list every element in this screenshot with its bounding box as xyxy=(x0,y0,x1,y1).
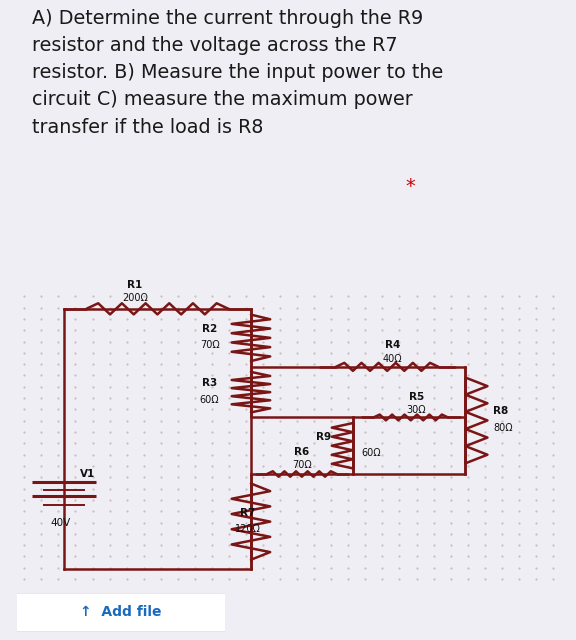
Text: R8: R8 xyxy=(493,406,508,417)
Text: 60Ω: 60Ω xyxy=(200,395,219,404)
Text: 30Ω: 30Ω xyxy=(407,404,426,415)
Text: R9: R9 xyxy=(316,432,331,442)
Text: ↑  Add file: ↑ Add file xyxy=(80,605,162,620)
Text: 120Ω: 120Ω xyxy=(235,524,261,534)
Text: R1: R1 xyxy=(127,280,143,291)
Text: 40Ω: 40Ω xyxy=(383,353,403,364)
Text: *: * xyxy=(405,177,415,196)
Text: 70Ω: 70Ω xyxy=(200,340,219,350)
Text: R2: R2 xyxy=(202,324,217,334)
Text: R4: R4 xyxy=(385,340,400,351)
Text: R6: R6 xyxy=(294,447,309,457)
Text: 80Ω: 80Ω xyxy=(493,423,513,433)
Text: 200Ω: 200Ω xyxy=(122,294,148,303)
Text: R7: R7 xyxy=(241,508,256,518)
Text: A) Determine the current through the R9
resistor and the voltage across the R7
r: A) Determine the current through the R9 … xyxy=(32,8,443,136)
Text: V1: V1 xyxy=(81,469,96,479)
Text: R3: R3 xyxy=(202,378,217,388)
Text: R5: R5 xyxy=(408,392,424,402)
Text: 70Ω: 70Ω xyxy=(292,460,312,470)
Text: 40V: 40V xyxy=(50,518,70,528)
FancyBboxPatch shape xyxy=(9,593,233,632)
Text: 60Ω: 60Ω xyxy=(361,448,381,458)
